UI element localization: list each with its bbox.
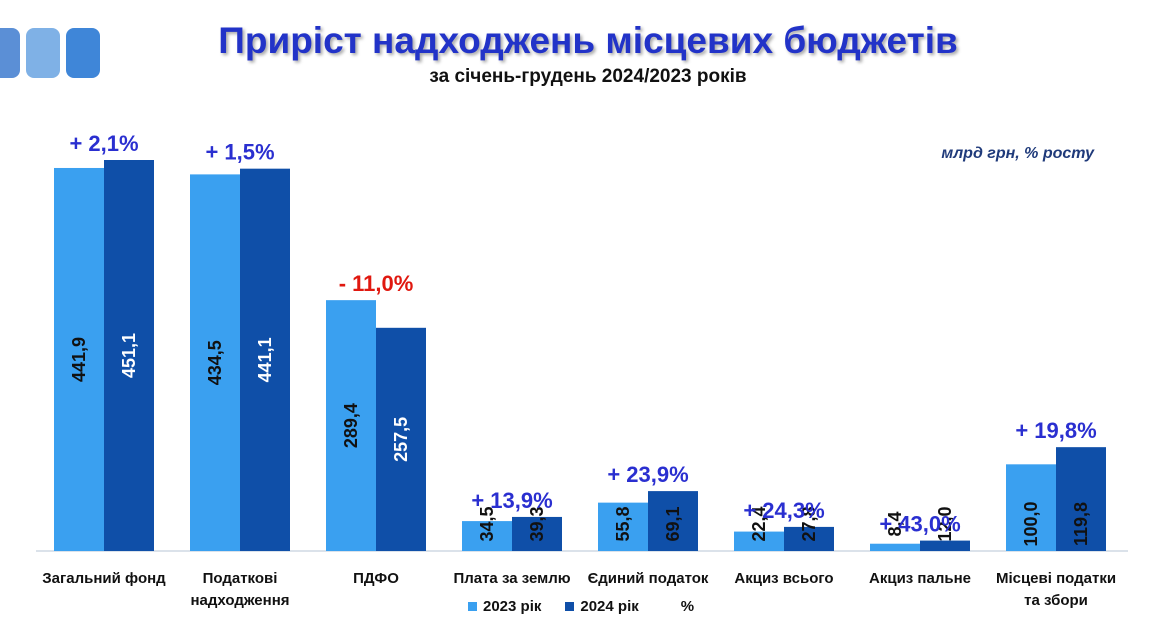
logo-square-1: [0, 28, 20, 78]
bar-2024-4: [648, 491, 698, 551]
data-label-2023-6: 8,4: [885, 511, 905, 536]
data-label-2024-3: 39,3: [527, 506, 547, 541]
data-label-2024-6: 12,0: [935, 506, 955, 541]
data-label-2024-7: 119,8: [1071, 502, 1091, 546]
bar-2024-7: [1056, 447, 1106, 551]
data-label-2024-0: 451,1: [119, 333, 139, 378]
data-label-2023-4: 55,8: [613, 506, 633, 541]
bar-2024-5: [784, 526, 834, 551]
bar-2023-3: [462, 521, 512, 551]
data-label-2023-7: 100,0: [1021, 501, 1041, 546]
data-label-2023-2: 289,4: [341, 403, 361, 448]
chart-subtitle: за січень-грудень 2024/2023 років: [429, 66, 747, 87]
bar-2023-0: [54, 167, 104, 551]
bar-2024-0: [104, 160, 154, 551]
category-label-3: Плата за землю: [453, 570, 570, 587]
category-label-6: Акциз пальне: [869, 570, 971, 587]
growth-label-6: + 43,0%: [879, 512, 960, 537]
growth-label-7: + 19,8%: [1015, 418, 1096, 443]
growth-label-4: + 23,9%: [607, 462, 688, 487]
data-label-2023-3: 34,5: [477, 506, 497, 541]
bar-2023-1: [190, 174, 240, 552]
legend-item-2023: 2023 рік: [468, 598, 541, 615]
legend-label-2023: 2023 рік: [483, 598, 542, 615]
category-label-5: Акциз всього: [734, 570, 833, 587]
legend: 2023 рік 2024 рік %: [468, 598, 694, 615]
data-label-2024-4: 69,1: [663, 506, 683, 541]
growth-label-5: + 24,3%: [743, 498, 824, 523]
data-label-2024-5: 27,8: [799, 506, 819, 541]
bar-2023-2: [326, 300, 376, 551]
units-note: млрд грн, % росту: [941, 145, 1094, 162]
growth-label-2: - 11,0%: [339, 271, 414, 296]
bar-2024-2: [376, 327, 426, 551]
data-label-2023-5: 22,4: [749, 506, 769, 541]
growth-label-0: + 2,1%: [69, 131, 138, 156]
logo: [0, 28, 100, 78]
growth-label-3: + 13,9%: [471, 488, 552, 513]
category-label-7-line-2: та збори: [1024, 592, 1088, 609]
bar-2024-1: [240, 168, 290, 551]
legend-label-2024: 2024 рік: [580, 598, 639, 615]
category-label-7-line-1: Місцеві податки: [996, 570, 1116, 587]
category-label-4: Єдиний податок: [588, 570, 709, 587]
bar-2023-5: [734, 531, 784, 551]
legend-percent-label: %: [680, 598, 695, 615]
growth-label-1: + 1,5%: [205, 140, 274, 165]
category-label-1-line-1: Податкові: [203, 570, 278, 587]
legend-swatch-2023: [468, 602, 477, 611]
chart-title: Приріст надходжень місцевих бюджетів: [218, 20, 958, 61]
logo-square-3: [66, 28, 100, 78]
data-label-2023-1: 434,5: [205, 340, 225, 385]
bar-2023-6: [870, 543, 920, 551]
bar-2024-6: [920, 540, 970, 551]
category-label-2: ПДФО: [353, 570, 399, 587]
category-label-1-line-2: надходження: [190, 592, 289, 609]
data-label-2024-2: 257,5: [391, 417, 411, 462]
legend-swatch-2024: [565, 602, 575, 611]
category-label-0: Загальний фонд: [42, 570, 166, 587]
logo-square-2: [26, 28, 60, 78]
data-label-2024-1: 441,1: [255, 337, 275, 382]
bar-2024-3: [512, 516, 562, 551]
bar-2023-7: [1006, 464, 1056, 551]
legend-item-2024: 2024 рік: [565, 598, 639, 615]
data-label-2023-0: 441,9: [69, 337, 89, 382]
bar-2023-4: [598, 502, 648, 551]
